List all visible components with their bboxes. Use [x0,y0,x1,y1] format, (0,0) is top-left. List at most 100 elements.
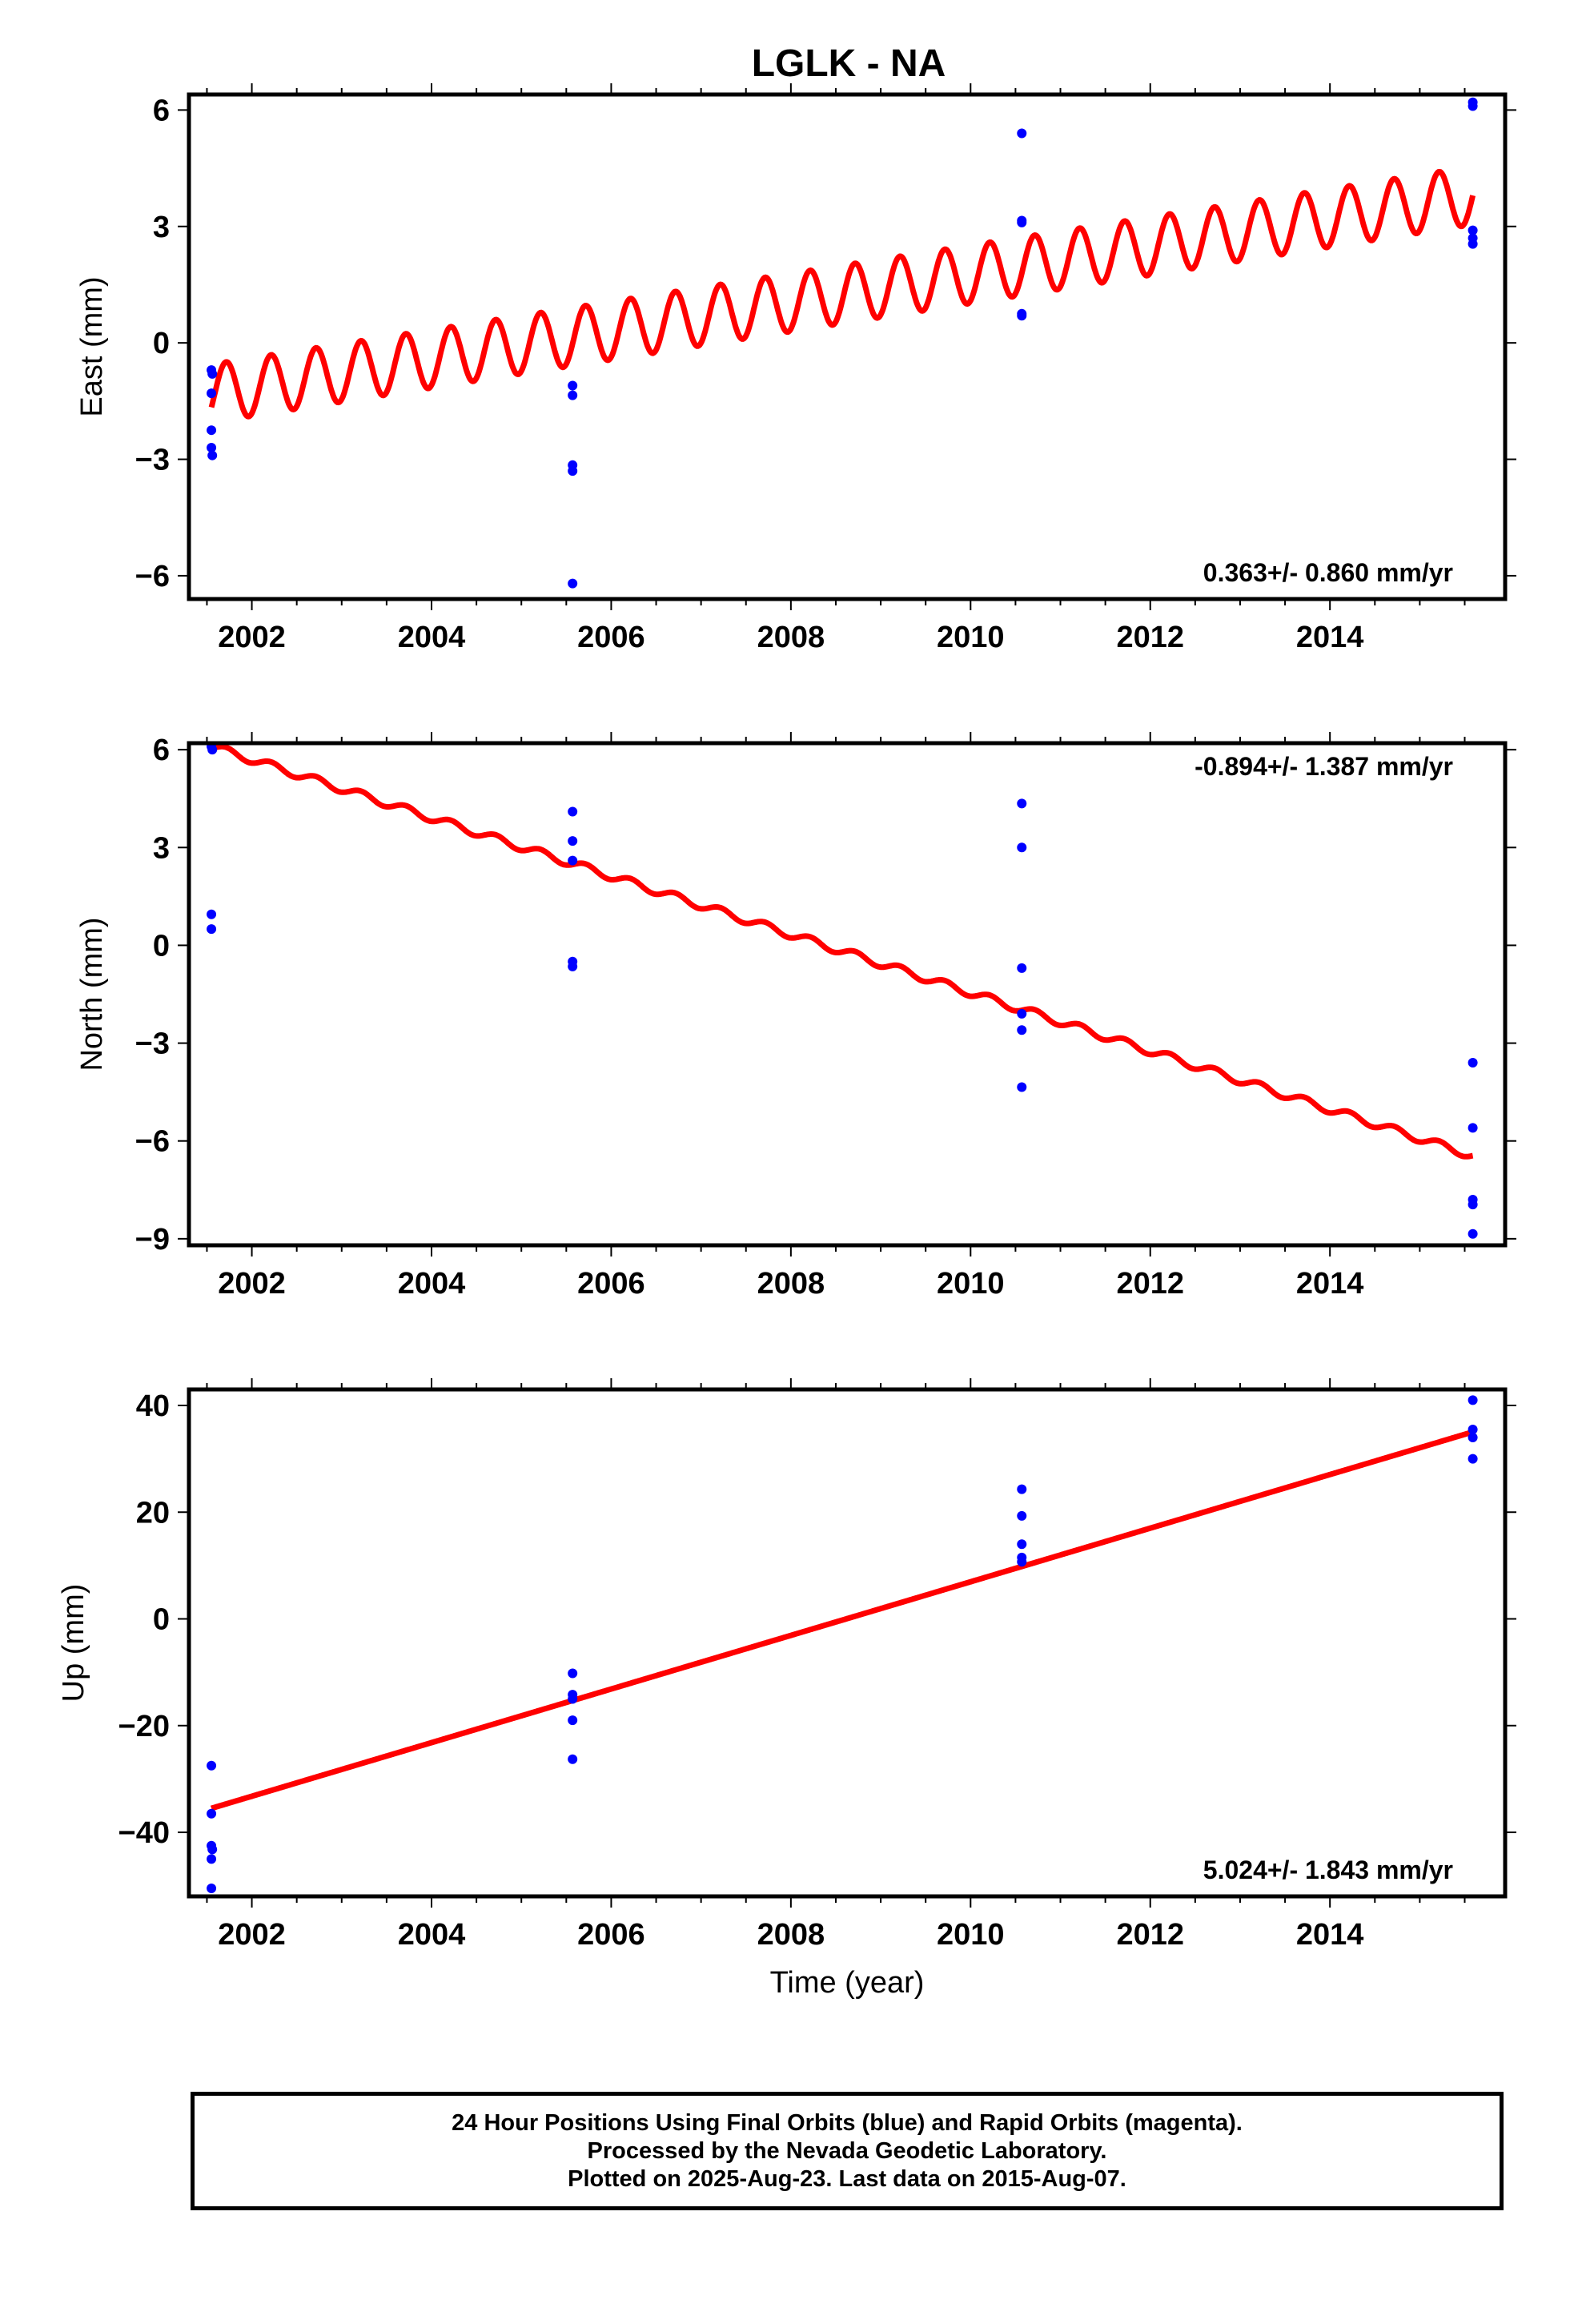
fit-line [210,1429,1474,1811]
data-point [1017,1025,1027,1035]
x-tick-label: 2002 [218,1918,286,1952]
data-point [207,1854,217,1864]
data-point [1468,1058,1478,1068]
x-tick-label: 2008 [757,1267,825,1301]
data-point [568,380,578,391]
data-point [1017,963,1027,973]
data-point [207,924,217,935]
y-tick-label: −3 [135,1027,170,1061]
data-point [568,1715,578,1726]
y-tick-label: 40 [136,1389,170,1423]
x-tick-label: 2004 [398,1918,466,1952]
x-tick-label: 2002 [218,621,286,654]
data-point [568,836,578,846]
x-tick-label: 2002 [218,1267,286,1301]
y-tick-label: −20 [118,1710,170,1743]
x-tick-label: 2008 [757,621,825,654]
fit-line [208,168,1476,420]
y-tick-label: −6 [135,1125,170,1159]
data-point [1468,1200,1478,1210]
y-tick-label: 3 [153,831,170,865]
data-point [1017,1082,1027,1092]
data-point [1017,1539,1027,1550]
x-tick-label: 2010 [937,1918,1005,1952]
data-point [207,368,218,379]
data-point [207,425,217,436]
x-tick-label: 2004 [398,621,466,654]
data-point [1468,239,1478,249]
data-point [1468,1123,1478,1133]
y-axis-label: East (mm) [75,276,109,416]
data-point [1468,101,1478,111]
data-point [1017,1510,1027,1521]
data-point [207,745,218,755]
x-tick-label: 2004 [398,1267,466,1301]
x-tick-label: 2006 [577,621,645,654]
plot-frame [187,1387,1508,1899]
data-point [1468,225,1478,235]
x-tick-label: 2010 [937,1267,1005,1301]
data-point [207,1844,218,1855]
x-tick-label: 2006 [577,1267,645,1301]
y-tick-label: 0 [153,929,170,963]
footer-line-3: Plotted on 2025-Aug-23. Last data on 201… [568,2165,1126,2192]
y-tick-label: 6 [153,734,170,767]
data-point [207,1760,217,1771]
y-axis-label: North (mm) [75,917,109,1071]
x-axis-label: Time (year) [770,1966,925,2000]
x-tick-label: 2008 [757,1918,825,1952]
data-point [1468,1424,1478,1434]
data-point [1017,128,1027,139]
plot-frame [187,741,1508,1248]
data-point [568,806,578,817]
panel-north: 2002 2004 2006 2008 2010 2012 2014 −9 −6 −3 0 3 6 Nor… [75,732,1516,1301]
y-tick-label: −3 [135,444,170,477]
x-tick-label: 2012 [1116,1918,1184,1952]
data-point [568,1668,578,1679]
data-point [1468,1454,1478,1464]
data-point [207,443,217,452]
y-tick-label: 0 [153,1603,170,1637]
data-point [1017,217,1027,227]
rate-label: 0.363+/- 0.860 mm/yr [1203,558,1453,587]
rate-label: 5.024+/- 1.843 mm/yr [1203,1856,1453,1884]
data-point [1017,1557,1027,1567]
data-point [207,388,217,399]
data-point [568,1754,578,1764]
data-point [1017,311,1027,321]
y-axis-label: Up (mm) [57,1584,90,1703]
y-tick-label: −40 [118,1816,170,1850]
chart-title: LGLK - NA [752,42,946,85]
footer-line-2: Processed by the Nevada Geodetic Laborat… [587,2137,1107,2164]
data-point [568,466,578,476]
rate-label: -0.894+/- 1.387 mm/yr [1195,752,1453,781]
data-point [568,390,578,400]
x-tick-label: 2006 [577,1918,645,1952]
footer-line-1: 24 Hour Positions Using Final Orbits (bl… [452,2109,1243,2136]
data-point [207,1884,217,1894]
y-tick-label: −6 [135,560,170,593]
data-point [1468,1228,1478,1239]
panel-up: 2002 2004 2006 2008 2010 2012 2014 −40 −20 0 20 40 U… [57,1378,1516,1952]
y-tick-label: 3 [153,211,170,244]
x-tick-label: 2014 [1296,621,1364,654]
y-tick-label: 0 [153,327,170,360]
y-tick-label: 6 [153,94,170,127]
data-point [207,909,217,919]
data-point [1468,1395,1478,1405]
data-point [1468,1432,1478,1442]
data-point [1017,842,1027,853]
x-tick-label: 2012 [1116,621,1184,654]
y-tick-label: 20 [136,1496,170,1530]
data-point [568,578,578,589]
x-tick-label: 2010 [937,621,1005,654]
data-point [568,855,578,866]
data-point [1017,1484,1027,1494]
footer-box: 24 Hour Positions Using Final Orbits (bl… [191,2092,1504,2210]
data-point [207,1808,217,1819]
x-tick-label: 2014 [1296,1267,1364,1301]
data-point [568,961,578,971]
data-point [568,1694,578,1704]
plot-frame [187,92,1508,601]
panel-east: 2002 2004 2006 2008 2010 2012 2014 −6 −3 0 3 6 East … [75,83,1516,654]
